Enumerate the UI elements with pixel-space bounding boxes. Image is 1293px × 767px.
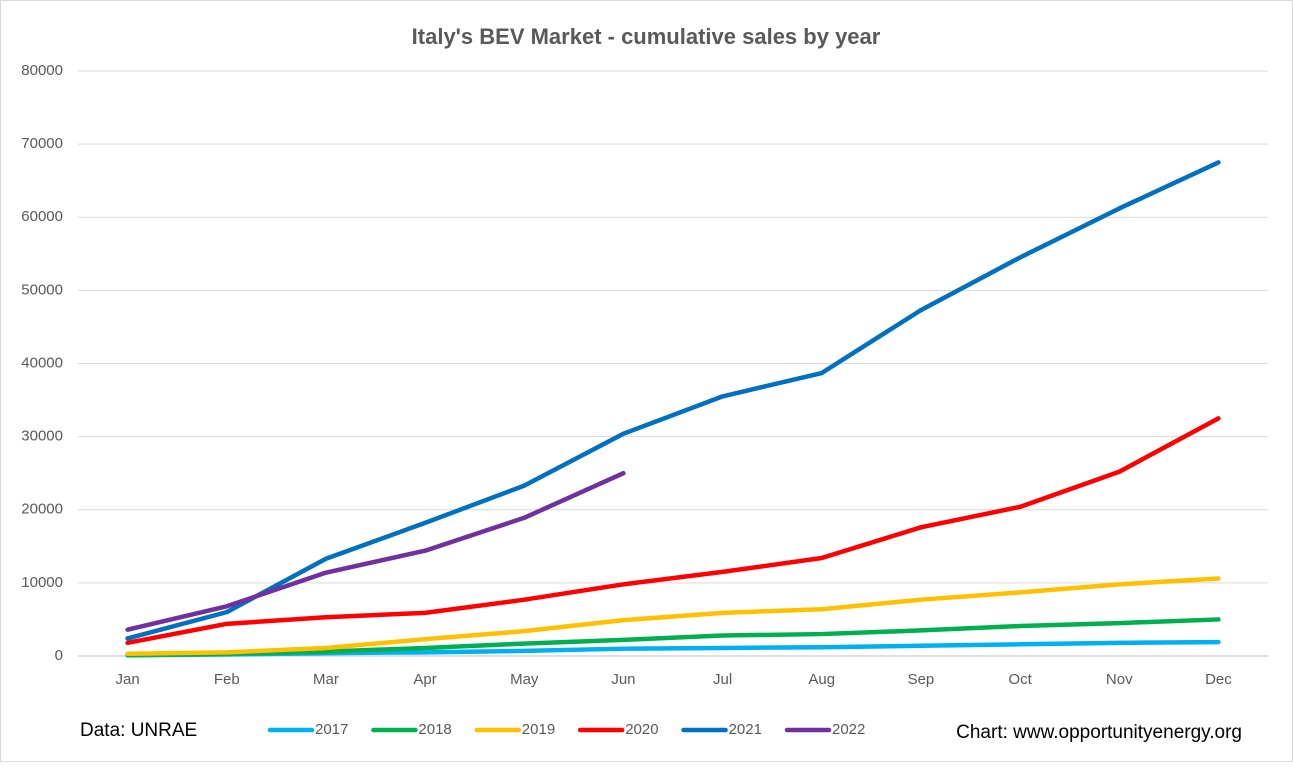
series-line bbox=[125, 576, 1221, 657]
x-tick-label: Oct bbox=[1008, 671, 1032, 688]
y-tick-label: 70000 bbox=[21, 135, 63, 152]
chart-title: Italy's BEV Market - cumulative sales by… bbox=[412, 24, 881, 49]
x-tick-label: Apr bbox=[413, 671, 436, 688]
series-line bbox=[125, 160, 1221, 641]
series-line bbox=[125, 470, 626, 632]
x-tick-label: Jul bbox=[713, 671, 732, 688]
y-tick-label: 20000 bbox=[21, 501, 63, 518]
y-tick-label: 60000 bbox=[21, 208, 63, 225]
x-tick-label: Aug bbox=[808, 671, 835, 688]
y-tick-label: 80000 bbox=[21, 62, 63, 79]
x-tick-label: Sep bbox=[908, 671, 935, 688]
series-line bbox=[125, 617, 1221, 658]
y-tick-label: 10000 bbox=[21, 574, 63, 591]
y-tick-label: 40000 bbox=[21, 354, 63, 371]
credit-note: Chart: www.opportunityenergy.org bbox=[956, 722, 1242, 743]
x-tick-label: Dec bbox=[1205, 671, 1232, 688]
x-tick-label: Jan bbox=[115, 671, 139, 688]
legend-label: 2020 bbox=[625, 721, 658, 738]
legend-label: 2022 bbox=[832, 721, 865, 738]
legend-label: 2021 bbox=[729, 721, 762, 738]
y-tick-label: 30000 bbox=[21, 428, 63, 445]
y-tick-label: 50000 bbox=[21, 281, 63, 298]
legend-label: 2019 bbox=[522, 721, 555, 738]
legend-label: 2018 bbox=[418, 721, 451, 738]
source-note: Data: UNRAE bbox=[80, 720, 197, 741]
x-tick-label: May bbox=[510, 671, 539, 688]
y-tick-label: 0 bbox=[55, 647, 63, 664]
x-tick-label: Jun bbox=[611, 671, 635, 688]
x-tick-label: Mar bbox=[313, 671, 339, 688]
x-tick-label: Feb bbox=[214, 671, 240, 688]
x-tick-label: Nov bbox=[1106, 671, 1133, 688]
series-line bbox=[125, 416, 1221, 646]
legend-label: 2017 bbox=[315, 721, 348, 738]
